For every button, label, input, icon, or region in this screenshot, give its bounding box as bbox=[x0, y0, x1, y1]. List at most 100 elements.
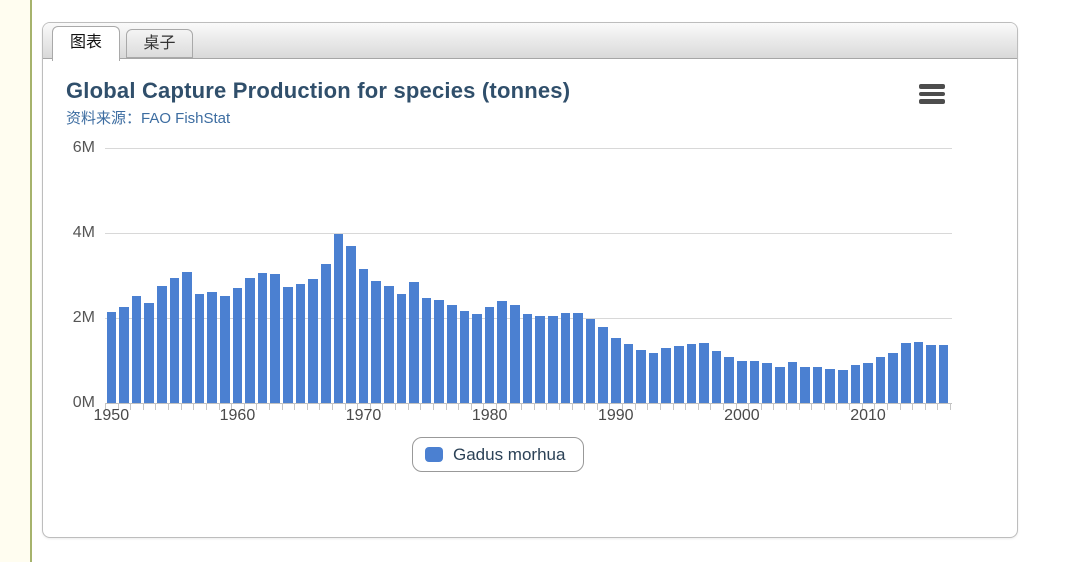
bar[interactable] bbox=[837, 369, 848, 403]
bar[interactable] bbox=[220, 295, 230, 403]
bar[interactable] bbox=[106, 311, 117, 403]
bar[interactable] bbox=[522, 313, 533, 403]
bar[interactable] bbox=[825, 368, 835, 403]
bar[interactable] bbox=[358, 268, 369, 403]
x-axis-tick bbox=[432, 403, 434, 410]
bar[interactable] bbox=[333, 234, 344, 403]
export-menu-button[interactable] bbox=[915, 81, 949, 107]
y-axis-label: 6M bbox=[72, 139, 95, 156]
bar[interactable] bbox=[724, 357, 735, 403]
bar[interactable] bbox=[371, 280, 381, 403]
x-axis-tick bbox=[395, 403, 397, 410]
bar[interactable] bbox=[194, 293, 205, 403]
bar[interactable] bbox=[888, 353, 899, 403]
x-axis-tick bbox=[596, 403, 598, 410]
bar[interactable] bbox=[169, 277, 180, 403]
bar[interactable] bbox=[737, 360, 747, 403]
bar[interactable] bbox=[447, 304, 457, 403]
bar[interactable] bbox=[573, 312, 583, 403]
bar[interactable] bbox=[270, 273, 281, 403]
bar[interactable] bbox=[497, 301, 508, 403]
x-axis-tick bbox=[470, 403, 472, 410]
x-axis-tick bbox=[155, 403, 157, 410]
left-margin-strip bbox=[0, 0, 30, 562]
x-axis-tick bbox=[205, 403, 207, 410]
bar[interactable] bbox=[623, 343, 634, 403]
bar[interactable] bbox=[926, 344, 936, 403]
x-axis-tick bbox=[382, 403, 384, 410]
bar[interactable] bbox=[156, 285, 167, 403]
bar[interactable] bbox=[598, 326, 608, 403]
bar[interactable] bbox=[661, 348, 672, 403]
bar[interactable] bbox=[850, 365, 861, 403]
tab-table[interactable]: 桌子 bbox=[126, 29, 193, 58]
bar[interactable] bbox=[699, 343, 709, 403]
bar[interactable] bbox=[421, 297, 432, 403]
bar[interactable] bbox=[585, 319, 596, 403]
bar[interactable] bbox=[396, 293, 407, 403]
x-axis-tick bbox=[647, 403, 649, 410]
bar[interactable] bbox=[232, 287, 243, 403]
x-axis-tick bbox=[357, 403, 359, 410]
bar[interactable] bbox=[938, 344, 949, 403]
bar[interactable] bbox=[409, 281, 419, 403]
y-axis-label: 0M bbox=[72, 394, 95, 411]
bar[interactable] bbox=[484, 306, 495, 403]
bar[interactable] bbox=[749, 360, 760, 403]
x-axis-tick bbox=[495, 403, 497, 410]
bar[interactable] bbox=[800, 367, 810, 403]
bar[interactable] bbox=[207, 291, 217, 403]
bar[interactable] bbox=[119, 306, 129, 403]
bar[interactable] bbox=[875, 357, 886, 403]
bar[interactable] bbox=[674, 346, 684, 403]
bar[interactable] bbox=[434, 299, 444, 403]
x-axis-tick bbox=[344, 403, 346, 410]
x-axis-tick bbox=[193, 403, 195, 410]
bar[interactable] bbox=[510, 304, 520, 403]
x-axis-tick bbox=[458, 403, 460, 410]
bar[interactable] bbox=[901, 343, 911, 403]
bar[interactable] bbox=[913, 341, 924, 403]
bar[interactable] bbox=[245, 277, 255, 403]
x-axis-tick bbox=[735, 403, 737, 410]
plot-area: 0M 2M 4M 6M 1950 1960 1970 1980 1990 2000 2010 bbox=[43, 23, 1017, 537]
tab-chart[interactable]: 图表 bbox=[52, 26, 120, 61]
legend-item[interactable]: Gadus morhua bbox=[412, 437, 585, 472]
bar[interactable] bbox=[182, 271, 192, 403]
bar[interactable] bbox=[308, 278, 318, 403]
bar[interactable] bbox=[560, 312, 571, 403]
bar[interactable] bbox=[686, 343, 697, 403]
x-axis-tick bbox=[886, 403, 888, 410]
x-axis-tick bbox=[950, 403, 951, 410]
bar[interactable] bbox=[295, 283, 306, 403]
bar[interactable] bbox=[535, 316, 545, 403]
bar[interactable] bbox=[320, 264, 331, 403]
bar[interactable] bbox=[257, 272, 268, 403]
bar[interactable] bbox=[636, 350, 646, 403]
bar[interactable] bbox=[283, 286, 293, 403]
bar[interactable] bbox=[144, 302, 154, 403]
bar[interactable] bbox=[812, 367, 823, 403]
x-axis-tick bbox=[685, 403, 687, 410]
bar[interactable] bbox=[383, 285, 394, 403]
bar[interactable] bbox=[648, 353, 659, 403]
bar[interactable] bbox=[459, 310, 470, 403]
bar[interactable] bbox=[787, 362, 798, 403]
chart-area: Global Capture Production for species (t… bbox=[43, 23, 1017, 537]
x-axis-tick bbox=[609, 403, 611, 410]
chart-subtitle-source-link[interactable]: 资料来源：FAO FishStat bbox=[66, 110, 231, 127]
bar[interactable] bbox=[762, 362, 772, 403]
bar[interactable] bbox=[610, 337, 621, 403]
bar[interactable] bbox=[547, 315, 558, 403]
bar[interactable] bbox=[472, 314, 482, 403]
x-axis-tick bbox=[105, 403, 106, 410]
bar[interactable] bbox=[131, 295, 142, 403]
bar[interactable] bbox=[863, 363, 873, 403]
bar[interactable] bbox=[774, 366, 785, 403]
chart-panel: 图表 桌子 Global Capture Production for spec… bbox=[42, 22, 1018, 538]
x-axis-tick bbox=[332, 403, 333, 410]
bar[interactable] bbox=[711, 350, 722, 403]
bar[interactable] bbox=[346, 245, 356, 403]
x-axis-tick bbox=[407, 403, 409, 410]
